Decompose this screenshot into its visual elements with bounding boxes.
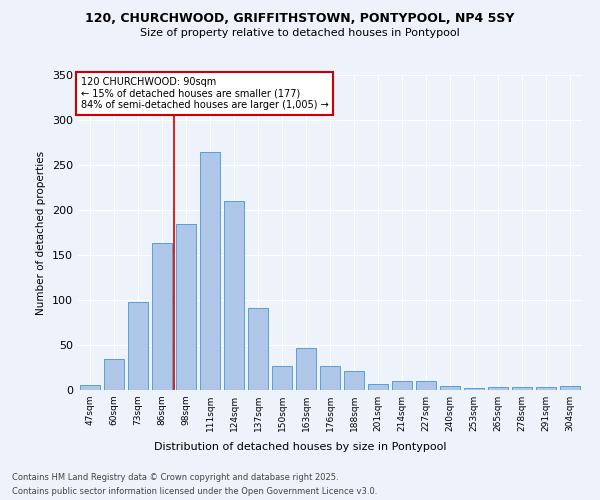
Bar [248,308,268,390]
Bar [152,244,172,390]
Bar [440,386,460,390]
Y-axis label: Number of detached properties: Number of detached properties [37,150,46,314]
Text: 120, CHURCHWOOD, GRIFFITHSTOWN, PONTYPOOL, NP4 5SY: 120, CHURCHWOOD, GRIFFITHSTOWN, PONTYPOO… [85,12,515,26]
Text: Contains public sector information licensed under the Open Government Licence v3: Contains public sector information licen… [12,488,377,496]
Text: Contains HM Land Registry data © Crown copyright and database right 2025.: Contains HM Land Registry data © Crown c… [12,472,338,482]
Text: 120 CHURCHWOOD: 90sqm
← 15% of detached houses are smaller (177)
84% of semi-det: 120 CHURCHWOOD: 90sqm ← 15% of detached … [80,76,328,110]
Bar [320,366,340,390]
Bar [296,348,316,390]
Bar [392,381,412,390]
Bar [536,388,556,390]
Bar [200,152,220,390]
Bar [560,386,580,390]
Bar [176,224,196,390]
Bar [128,302,148,390]
Bar [272,366,292,390]
Bar [416,381,436,390]
Bar [224,201,244,390]
Text: Size of property relative to detached houses in Pontypool: Size of property relative to detached ho… [140,28,460,38]
Text: Distribution of detached houses by size in Pontypool: Distribution of detached houses by size … [154,442,446,452]
Bar [488,388,508,390]
Bar [368,384,388,390]
Bar [104,358,124,390]
Bar [344,371,364,390]
Bar [512,388,532,390]
Bar [80,384,100,390]
Bar [464,388,484,390]
